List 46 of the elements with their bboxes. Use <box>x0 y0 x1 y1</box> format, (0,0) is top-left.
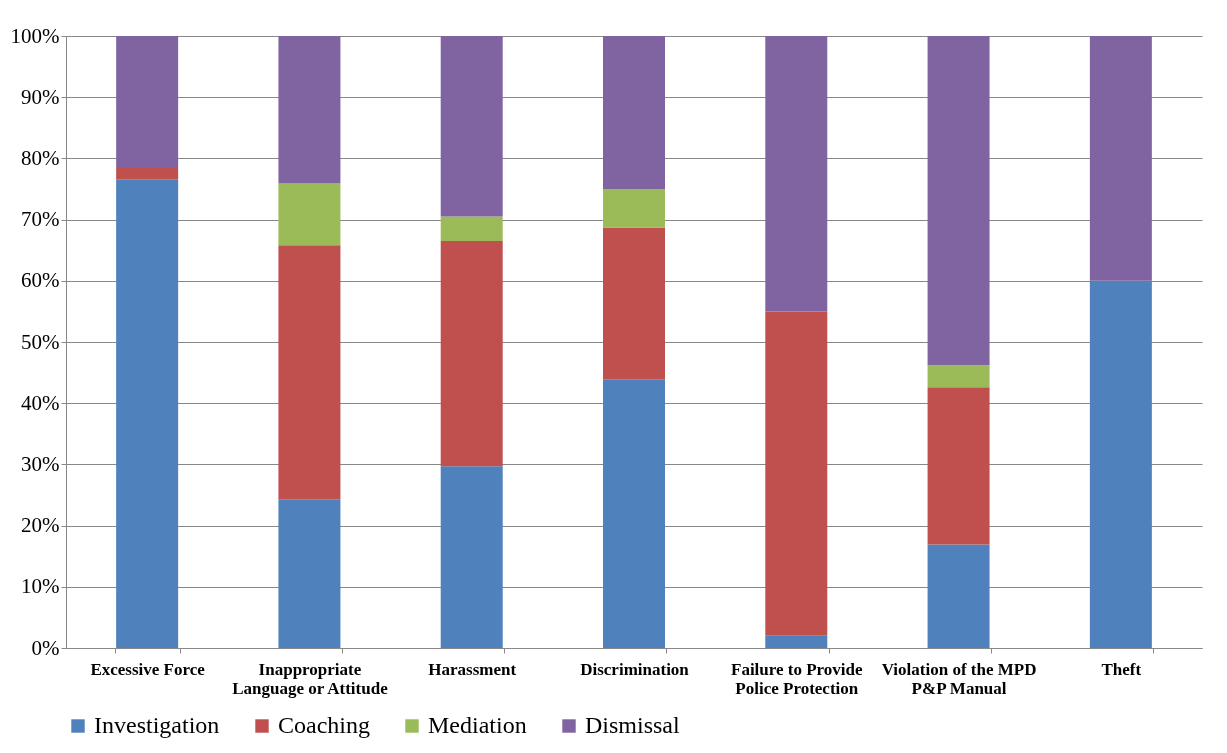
bar <box>927 365 990 388</box>
bar <box>927 36 990 366</box>
x-tick-label: Excessive Force <box>90 659 206 679</box>
bar <box>765 635 828 648</box>
bar <box>116 166 179 180</box>
bar <box>116 36 179 167</box>
bar <box>927 544 990 648</box>
bar <box>440 36 503 217</box>
y-tick-label: 0% <box>31 635 60 660</box>
y-tick-label: 20% <box>21 513 60 538</box>
bar <box>1089 36 1152 281</box>
x-tick-label: Harassment <box>428 659 517 679</box>
bar <box>603 189 665 228</box>
y-tick-label: 90% <box>21 84 60 109</box>
bar <box>278 499 341 648</box>
bar <box>440 216 503 242</box>
y-tick-label: 70% <box>21 207 60 232</box>
bar <box>603 36 665 189</box>
y-tick-label: 60% <box>21 268 60 293</box>
bar <box>603 227 665 380</box>
bar <box>765 36 828 312</box>
legend-label: Investigation <box>94 712 220 738</box>
y-tick-label: 100% <box>10 23 60 48</box>
x-tick-label: Violation of the MPD P&P Manual <box>881 659 1037 698</box>
x-tick-label: Failure to Provide Police Protection <box>731 659 864 698</box>
bar <box>116 179 179 648</box>
x-tick-label: Theft <box>1101 659 1142 679</box>
y-tick-label: 80% <box>21 145 60 170</box>
bar <box>440 466 503 648</box>
legend-label: Coaching <box>278 712 370 738</box>
y-tick-label: 30% <box>21 451 60 476</box>
bar <box>278 245 341 500</box>
y-tick-label: 50% <box>21 329 60 354</box>
x-tick-label: Inappropriate Language or Attitude <box>232 659 389 698</box>
bar <box>927 387 990 545</box>
legend-label: Dismissal <box>585 712 681 738</box>
bar <box>278 183 341 246</box>
bar <box>603 379 665 648</box>
legend-label: Mediation <box>428 712 527 738</box>
y-tick-label: 40% <box>21 390 60 415</box>
bar <box>1089 280 1152 648</box>
bar <box>278 36 341 184</box>
y-tick-label: 10% <box>21 574 60 599</box>
bar <box>765 311 828 636</box>
x-tick-label: Discrimination <box>580 659 690 679</box>
bar <box>440 241 503 467</box>
